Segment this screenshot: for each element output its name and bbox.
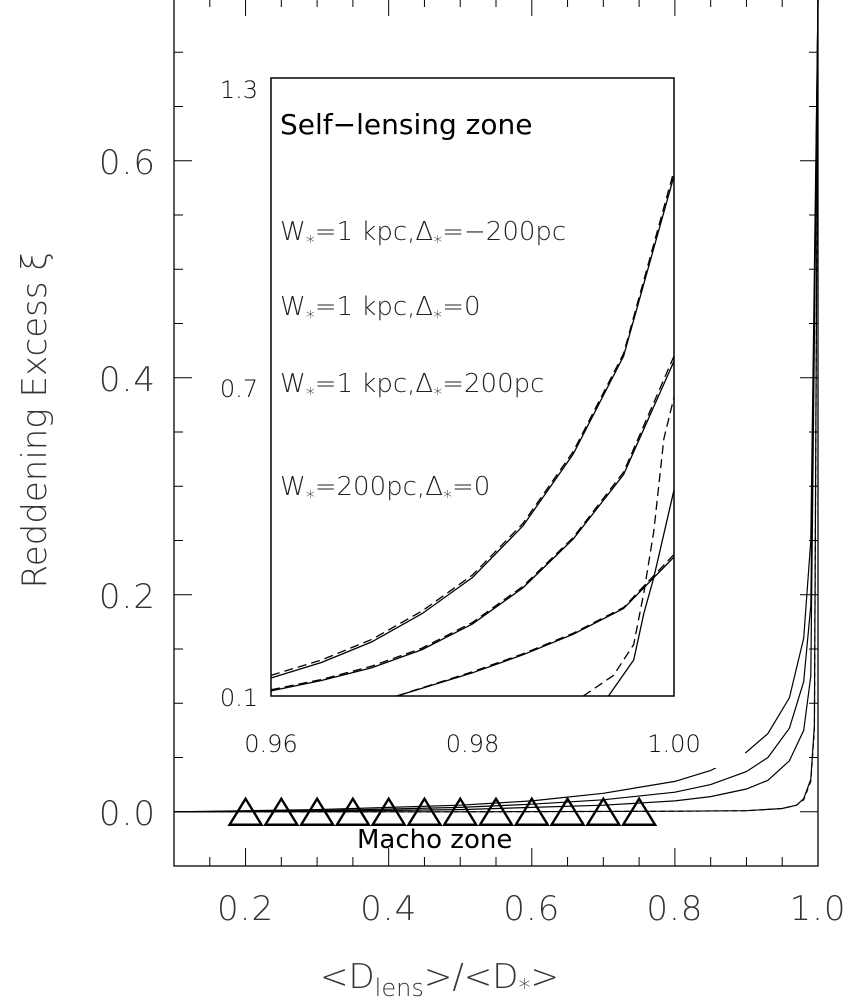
inset-x-tick-label: 0.96 (244, 730, 297, 758)
inset-annotation-part: =1 kpc,Δ (315, 217, 434, 247)
inset-annotation-part: W (280, 369, 306, 399)
triangle-marker (549, 796, 586, 826)
macho-markers (227, 796, 658, 826)
inset-series-line (270, 360, 675, 692)
inset-series-line (396, 553, 675, 697)
inset-series-line (607, 489, 675, 697)
x-tick-label: 0.8 (646, 889, 703, 929)
inset-series-line (396, 556, 675, 697)
triangle-marker (263, 796, 300, 826)
inset-y-tick-label: 0.7 (220, 375, 258, 403)
inset-annotation: W*=1 kpc,Δ*=200pc (280, 369, 544, 405)
main-series-line (173, 0, 819, 813)
inset-annotation-part: =−200pc (442, 217, 566, 247)
inset-annotation-part: * (433, 232, 442, 253)
x-axis-label-part: > (530, 957, 559, 997)
inset-annotation-part: W (280, 217, 306, 247)
triangle-marker (227, 796, 264, 826)
inset-annotation-part: * (306, 232, 315, 253)
y-axis-label: Reddening Excess ξ (15, 252, 55, 589)
inset-annotation: W*=1 kpc,Δ*=0 (280, 292, 481, 328)
x-tick-label: 0.2 (217, 889, 274, 929)
inset-panel (200, 68, 745, 768)
inset-annotation-part: * (433, 384, 442, 405)
inset-series-line (270, 170, 675, 677)
triangle-marker (298, 796, 336, 826)
y-tick-label: 0.6 (99, 143, 156, 183)
main-axis-ticks: 0.2 0.4 0.6 0.8 1.0 0.0 0.2 0.4 0.6 (99, 0, 846, 929)
inset-series-line (270, 175, 675, 679)
triangle-marker (442, 796, 479, 826)
main-series-lines (173, 0, 819, 813)
inset-annotation-part: * (306, 384, 315, 405)
inset-annotation-part: * (433, 307, 442, 328)
inset-x-tick-label: 1.00 (647, 730, 700, 758)
inset-series-lines (270, 170, 675, 697)
inset-series-line (270, 355, 675, 691)
x-tick-label: 1.0 (789, 889, 846, 929)
inset-annotation-part: =0 (452, 472, 490, 502)
inset-y-tick-label: 0.1 (220, 684, 258, 712)
inset-border (270, 77, 675, 697)
main-series-line (174, 0, 819, 813)
inset-annotation-part: * (306, 487, 315, 508)
y-tick-label: 0.4 (99, 360, 156, 400)
inset-series-line (582, 397, 675, 697)
inset-annotation: W*=200pc,Δ*=0 (280, 472, 490, 508)
triangle-marker (406, 796, 443, 826)
x-tick-label: 0.6 (503, 889, 560, 929)
inset-annotation: W*=1 kpc,Δ*=−200pc (280, 217, 566, 253)
inset-annotation-part: * (443, 487, 452, 508)
inset-annotation-part: =1 kpc,Δ (315, 369, 434, 399)
y-tick-label: 0.2 (99, 577, 156, 617)
triangle-marker (513, 796, 550, 826)
inset-annotation-part: =1 kpc,Δ (315, 292, 434, 322)
x-axis-label-part: <D (320, 957, 375, 997)
inset-annotation-part: =200pc (442, 369, 544, 399)
x-axis-label-sub: * (518, 974, 530, 1002)
inset-title: Self−lensing zone (280, 108, 532, 141)
inset-x-tick-label: 0.98 (446, 730, 499, 758)
triangle-marker (370, 796, 407, 826)
y-tick-label: 0.0 (99, 794, 156, 834)
inset-annotation-part: W (280, 472, 306, 502)
inset-axis-ticks: 0.96 0.98 1.00 0.1 0.7 1.3 (220, 76, 701, 758)
triangle-marker (477, 796, 515, 826)
x-tick-label: 0.4 (360, 889, 417, 929)
inset-annotation-part: =200pc,Δ (315, 472, 443, 502)
triangle-marker (585, 796, 622, 826)
x-axis-label-sub: lens (375, 974, 424, 1002)
triangle-marker (620, 796, 658, 826)
x-axis-label-part: >/<D (424, 957, 519, 997)
x-axis-label: <Dlens>/<D*> (320, 957, 559, 1002)
main-series-line (173, 0, 819, 813)
inset-annotation-part: W (280, 292, 306, 322)
inset-annotation-part: * (306, 307, 315, 328)
triangle-marker (334, 796, 372, 826)
inset-y-tick-label: 1.3 (220, 76, 258, 104)
inset-background (200, 68, 745, 768)
macho-zone-label: Macho zone (357, 825, 512, 855)
inset-annotation-part: =0 (442, 292, 480, 322)
main-series-line (173, 0, 819, 813)
